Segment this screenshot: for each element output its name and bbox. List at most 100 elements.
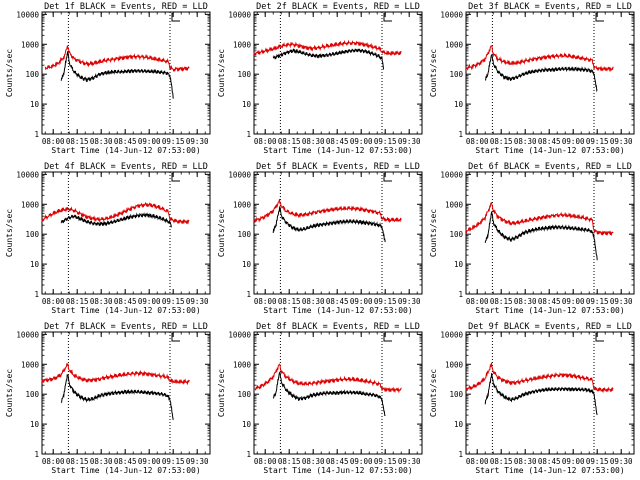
x-tick-label: 09:15 bbox=[374, 137, 397, 146]
y-tick-label: 10 bbox=[30, 100, 40, 109]
y-tick-label: 10 bbox=[454, 100, 464, 109]
panel-title: Det 6f BLACK = Events, RED = LLD bbox=[468, 162, 632, 172]
y-tick-label: 1 bbox=[246, 290, 251, 299]
series-events-line bbox=[484, 373, 598, 416]
y-tick-label: 10 bbox=[454, 260, 464, 269]
x-axis-label: Start Time (14-Jun-12 07:53:00) bbox=[263, 466, 412, 475]
x-axis-label: Start Time (14-Jun-12 07:53:00) bbox=[475, 306, 624, 315]
y-axis-label: Counts/sec bbox=[429, 369, 438, 417]
y-tick-label: 1 bbox=[246, 130, 251, 139]
panel-det-2f: Det 2f BLACK = Events, RED = LLD 1 10 100 10… bbox=[217, 2, 423, 155]
x-axis-label: Start Time (14-Jun-12 07:53:00) bbox=[263, 306, 412, 315]
x-tick-label: 09:30 bbox=[610, 457, 633, 466]
y-axis-label: Counts/sec bbox=[217, 209, 226, 257]
y-tick-label: 1000 bbox=[445, 40, 464, 49]
series-events-line bbox=[484, 211, 598, 261]
panel-det-6f: Det 6f BLACK = Events, RED = LLD 1 10 100 10… bbox=[429, 162, 635, 315]
interval-bracket-mark bbox=[383, 13, 392, 22]
plot-frame bbox=[465, 331, 635, 455]
interval-bracket-mark bbox=[595, 173, 604, 182]
series-lld-line bbox=[44, 45, 190, 73]
series-lld-line bbox=[253, 198, 402, 224]
x-tick-label: 08:30 bbox=[302, 297, 325, 306]
x-tick-label: 08:00 bbox=[466, 297, 489, 306]
x-tick-label: 08:00 bbox=[42, 457, 65, 466]
x-tick-label: 08:45 bbox=[538, 137, 561, 146]
series-events-line bbox=[60, 212, 173, 229]
x-tick-label: 08:30 bbox=[90, 297, 113, 306]
series-events-line bbox=[272, 371, 386, 416]
x-tick-label: 09:00 bbox=[562, 297, 585, 306]
x-tick-label: 08:15 bbox=[490, 457, 513, 466]
y-tick-label: 1000 bbox=[21, 200, 40, 209]
panel-det-4f: Det 4f BLACK = Events, RED = LLD 1 10 100 10… bbox=[5, 162, 211, 315]
series-lld-line bbox=[465, 202, 614, 237]
y-tick-label: 1 bbox=[246, 450, 251, 459]
series-events-line bbox=[60, 51, 174, 99]
x-tick-label: 08:45 bbox=[326, 297, 349, 306]
x-tick-label: 09:15 bbox=[586, 457, 609, 466]
plot-frame bbox=[41, 11, 211, 135]
x-tick-label: 09:00 bbox=[350, 457, 373, 466]
y-tick-label: 1 bbox=[34, 130, 39, 139]
x-tick-label: 08:30 bbox=[90, 457, 113, 466]
interval-bracket-mark bbox=[383, 173, 392, 182]
x-axis-label: Start Time (14-Jun-12 07:53:00) bbox=[51, 146, 200, 155]
y-tick-label: 10000 bbox=[440, 330, 463, 339]
x-tick-label: 08:30 bbox=[514, 457, 537, 466]
panel-det-1f: Det 1f BLACK = Events, RED = LLD 1 10 100 10… bbox=[5, 2, 211, 155]
panel-det-9f: Det 9f BLACK = Events, RED = LLD 1 10 100 10… bbox=[429, 322, 635, 475]
panel-title: Det 7f BLACK = Events, RED = LLD bbox=[44, 322, 208, 332]
series-lld-line bbox=[466, 45, 614, 73]
x-tick-label: 09:30 bbox=[398, 137, 421, 146]
y-tick-label: 100 bbox=[449, 230, 463, 239]
y-tick-label: 1000 bbox=[233, 200, 252, 209]
panel-title: Det 1f BLACK = Events, RED = LLD bbox=[44, 2, 208, 12]
y-tick-label: 100 bbox=[237, 230, 251, 239]
y-tick-label: 1000 bbox=[445, 200, 464, 209]
x-tick-label: 08:00 bbox=[42, 137, 65, 146]
series-lld-line bbox=[41, 201, 190, 225]
y-tick-label: 10000 bbox=[440, 170, 463, 179]
panel-det-5f: Det 5f BLACK = Events, RED = LLD 1 10 100 10… bbox=[217, 162, 423, 315]
interval-bracket-mark bbox=[595, 13, 604, 22]
y-axis-label: Counts/sec bbox=[5, 369, 14, 417]
x-tick-label: 08:30 bbox=[514, 137, 537, 146]
x-tick-label: 08:45 bbox=[114, 137, 137, 146]
x-tick-label: 09:30 bbox=[398, 297, 421, 306]
x-tick-label: 09:15 bbox=[374, 457, 397, 466]
y-tick-label: 10000 bbox=[228, 170, 251, 179]
series-lld-line bbox=[253, 39, 402, 57]
y-tick-label: 10000 bbox=[228, 10, 251, 19]
interval-bracket-mark bbox=[383, 333, 392, 342]
x-axis-label: Start Time (14-Jun-12 07:53:00) bbox=[475, 466, 624, 475]
y-tick-label: 10 bbox=[242, 100, 252, 109]
interval-bracket-mark bbox=[595, 333, 604, 342]
y-tick-label: 1 bbox=[458, 130, 463, 139]
y-tick-label: 100 bbox=[449, 70, 463, 79]
x-tick-label: 08:00 bbox=[466, 457, 489, 466]
x-tick-label: 08:15 bbox=[490, 297, 513, 306]
plot-frame bbox=[253, 11, 423, 135]
y-tick-label: 10 bbox=[30, 420, 40, 429]
y-tick-label: 1000 bbox=[233, 360, 252, 369]
series-lld-line bbox=[253, 363, 402, 394]
x-axis-label: Start Time (14-Jun-12 07:53:00) bbox=[51, 466, 200, 475]
x-tick-label: 09:00 bbox=[138, 297, 161, 306]
interval-bracket-mark bbox=[171, 333, 180, 342]
x-tick-label: 08:00 bbox=[254, 137, 277, 146]
x-tick-label: 09:00 bbox=[562, 457, 585, 466]
x-tick-label: 08:45 bbox=[114, 457, 137, 466]
y-tick-label: 10000 bbox=[16, 170, 39, 179]
y-tick-label: 1000 bbox=[445, 360, 464, 369]
x-tick-label: 08:45 bbox=[326, 457, 349, 466]
y-tick-label: 100 bbox=[25, 390, 39, 399]
x-tick-label: 09:00 bbox=[562, 137, 585, 146]
x-tick-label: 09:00 bbox=[350, 137, 373, 146]
y-tick-label: 10000 bbox=[228, 330, 251, 339]
plot-frame bbox=[41, 171, 211, 295]
x-tick-label: 08:45 bbox=[538, 297, 561, 306]
x-tick-label: 08:45 bbox=[538, 457, 561, 466]
series-events-line bbox=[272, 206, 386, 243]
x-tick-label: 08:00 bbox=[254, 297, 277, 306]
